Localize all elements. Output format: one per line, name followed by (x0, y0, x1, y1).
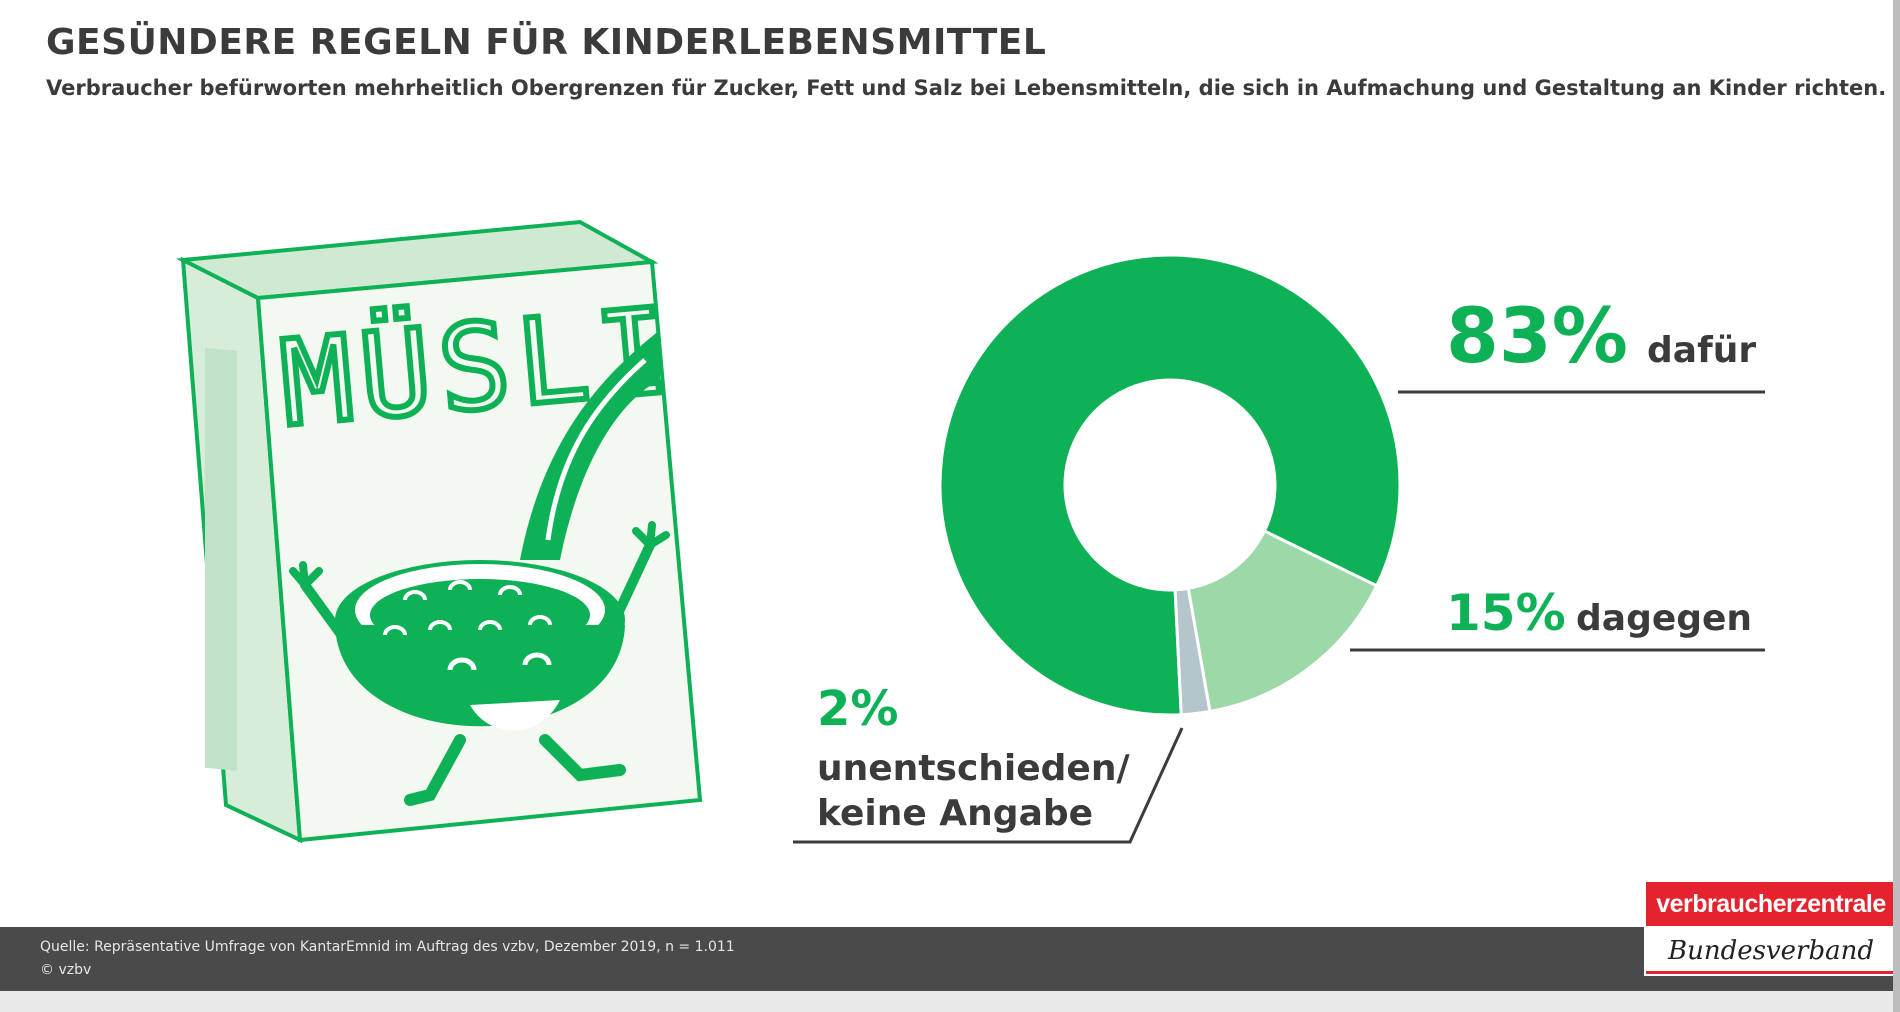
value-label-dafuer: 83% (1446, 291, 1628, 380)
logo-subline: Bundesverband (1646, 928, 1896, 974)
page-subtitle: Verbraucher befürworten mehrheitlich Obe… (46, 76, 1887, 100)
value-label-dagegen: 15% (1446, 584, 1566, 642)
donut-slice-dafuer (938, 253, 1402, 717)
value-label-unentschieden: 2% (817, 681, 899, 737)
bowl-eye-right (522, 652, 552, 666)
bowl-hand-right (632, 521, 670, 549)
bowl-leg-right (539, 734, 626, 782)
bowl-arm-right (610, 540, 655, 625)
vzbv-logo: verbraucherzentrale Bundesverband (1644, 880, 1900, 976)
milk-highlight (545, 358, 647, 541)
logo-wordmark: verbraucherzentrale (1646, 882, 1896, 926)
bowl-leg-left (404, 734, 466, 806)
donut-slice-dagegen (1186, 529, 1379, 714)
bowl-mouth (470, 700, 560, 731)
category-label-dafuer: dafür (1647, 330, 1756, 371)
leader-line-unentschieden (793, 727, 1184, 844)
bowl-arm-left (300, 580, 350, 645)
page-title: GESÜNDERE REGELN FÜR KINDERLEBENSMITTEL (46, 22, 1047, 63)
box-side-stripe (205, 347, 237, 771)
source-note: Quelle: Repräsentative Umfrage von Kanta… (40, 939, 735, 955)
category-label-dagegen: dagegen (1576, 598, 1752, 639)
copyright-note: © vzbv (40, 962, 92, 978)
donut-slice-unentschieden (1173, 586, 1212, 717)
footer-bar: Quelle: Repräsentative Umfrage von Kanta… (0, 927, 1900, 991)
donut-chart (938, 253, 1402, 717)
page-edge (1893, 0, 1900, 1012)
category-label-unentschieden-line2: keine Angabe (817, 793, 1093, 834)
bowl-eye-left (447, 657, 477, 671)
category-label-unentschieden-line1: unentschieden/ (817, 748, 1130, 789)
cereal-box-illustration: MÜSLI (175, 219, 703, 844)
bowl-hand-left (289, 561, 323, 589)
bottom-strip (0, 991, 1900, 1012)
cereal-pieces (383, 580, 552, 636)
